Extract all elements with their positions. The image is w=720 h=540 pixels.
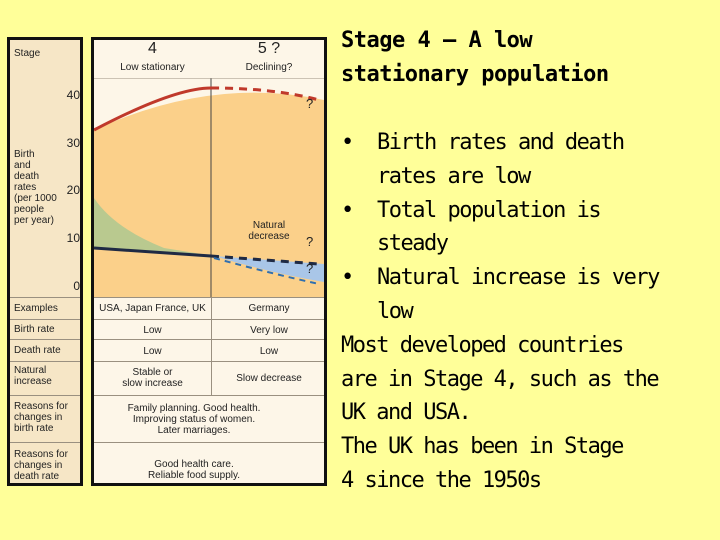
death-rate-line-projected: [210, 254, 320, 266]
examples-row-label: Examples: [14, 303, 58, 314]
demographic-transition-chart: [94, 78, 324, 297]
birth-rate-line: [94, 86, 212, 132]
examples-stage5: Germany: [248, 303, 290, 314]
diagram-label-column: Stage 40 30 20 10 0 Birth and death rate…: [7, 37, 83, 486]
rates-axis-label: Birth and death rates (per 1000 people p…: [14, 149, 57, 226]
natural-increase-stage5: Slow decrease: [236, 373, 302, 384]
slide-title: Stage 4 – A low stationary population: [341, 28, 609, 87]
question-mark-upper: ?: [306, 96, 314, 111]
reasons-birth-row-label: Reasons for changes in birth rate: [14, 401, 68, 434]
natural-increase-stage4: Stable or slow increase: [122, 367, 183, 389]
y-tick-20: 20: [66, 183, 80, 197]
death-rate-stage4: Low: [143, 346, 162, 357]
death-rate-stage5: Low: [259, 346, 279, 357]
diagram-chart-column: 4 Low stationary 5 ? Declining? ? ? ? Na…: [91, 37, 327, 486]
y-tick-10: 10: [66, 231, 80, 245]
death-rate-row-label: Death rate: [14, 345, 61, 356]
natural-increase-row-label: Natural increase: [14, 365, 52, 387]
bullet-glyph: •: [341, 265, 354, 291]
slide-body: • Birth rates and death rates are low • …: [341, 126, 711, 498]
reasons-death-text: Good health care. Reliable food supply.: [147, 459, 241, 481]
birth-rate-stage5: Very low: [250, 325, 288, 336]
bullet-glyph: •: [341, 130, 354, 155]
reasons-death-row-label: Reasons for changes in death rate: [14, 449, 68, 482]
birth-rate-decline-projected: [213, 257, 320, 285]
y-tick-0: 0: [73, 279, 80, 293]
question-mark-lower: ?: [306, 261, 314, 276]
y-tick-30: 30: [66, 136, 80, 150]
birth-rate-row-label: Birth rate: [14, 324, 55, 335]
natural-decrease-label: Natural decrease: [248, 220, 290, 242]
reasons-birth-text: Family planning. Good health. Improving …: [127, 403, 261, 436]
stage-4-number: 4: [148, 40, 157, 57]
stage-label: Stage: [14, 48, 41, 59]
bullet-item: • Birth rates and death rates are low: [341, 126, 711, 194]
birth-rate-stage4: Low: [143, 325, 162, 336]
stage-5-number: 5 ?: [257, 40, 281, 57]
natural-increase-area: [94, 198, 214, 256]
stage-5-name: Declining?: [245, 62, 293, 73]
bullet-item: • Natural increase is very low: [341, 261, 711, 329]
question-mark-middle: ?: [306, 234, 314, 249]
bullet-item: • Total population is steady: [341, 194, 711, 262]
stage-4-name: Low stationary: [120, 62, 185, 73]
death-rate-line: [94, 246, 212, 258]
bullet-glyph: •: [341, 197, 354, 223]
y-tick-40: 40: [66, 88, 80, 102]
birth-rate-line-projected: [210, 86, 320, 102]
paragraph: Most developed countries are in Stage 4,…: [341, 332, 660, 493]
examples-stage4: USA, Japan France, UK: [99, 303, 206, 314]
